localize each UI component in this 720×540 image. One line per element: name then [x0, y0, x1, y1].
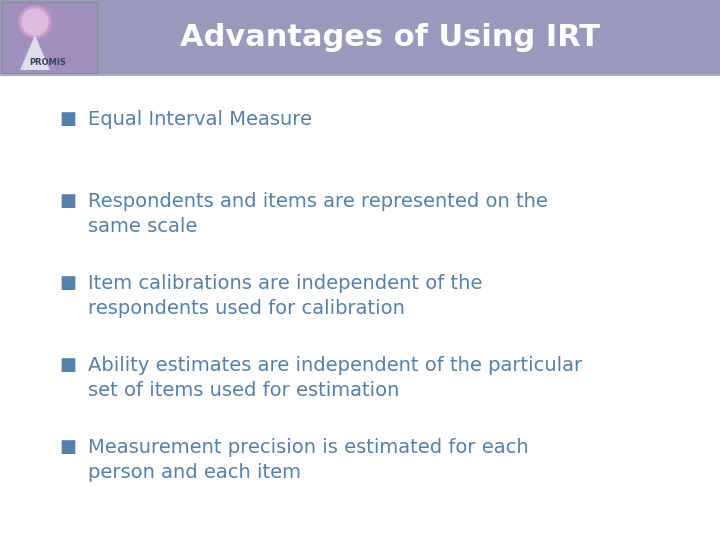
Polygon shape — [20, 35, 50, 70]
Text: ■: ■ — [60, 274, 76, 292]
Text: Equal Interval Measure: Equal Interval Measure — [88, 110, 312, 129]
Text: PROMIS: PROMIS — [30, 58, 66, 67]
Text: Ability estimates are independent of the particular
set of items used for estima: Ability estimates are independent of the… — [88, 356, 582, 400]
Bar — [2, 2, 97, 73]
Text: ■: ■ — [60, 192, 76, 210]
Text: ■: ■ — [60, 438, 76, 456]
Text: ■: ■ — [60, 356, 76, 374]
Text: Item calibrations are independent of the
respondents used for calibration: Item calibrations are independent of the… — [88, 274, 482, 318]
Text: Advantages of Using IRT: Advantages of Using IRT — [180, 23, 600, 52]
Circle shape — [19, 6, 51, 38]
Text: ■: ■ — [60, 110, 76, 128]
Bar — [0, 0, 720, 75]
Circle shape — [22, 9, 48, 35]
Text: Respondents and items are represented on the
same scale: Respondents and items are represented on… — [88, 192, 548, 236]
Text: Measurement precision is estimated for each
person and each item: Measurement precision is estimated for e… — [88, 438, 528, 482]
